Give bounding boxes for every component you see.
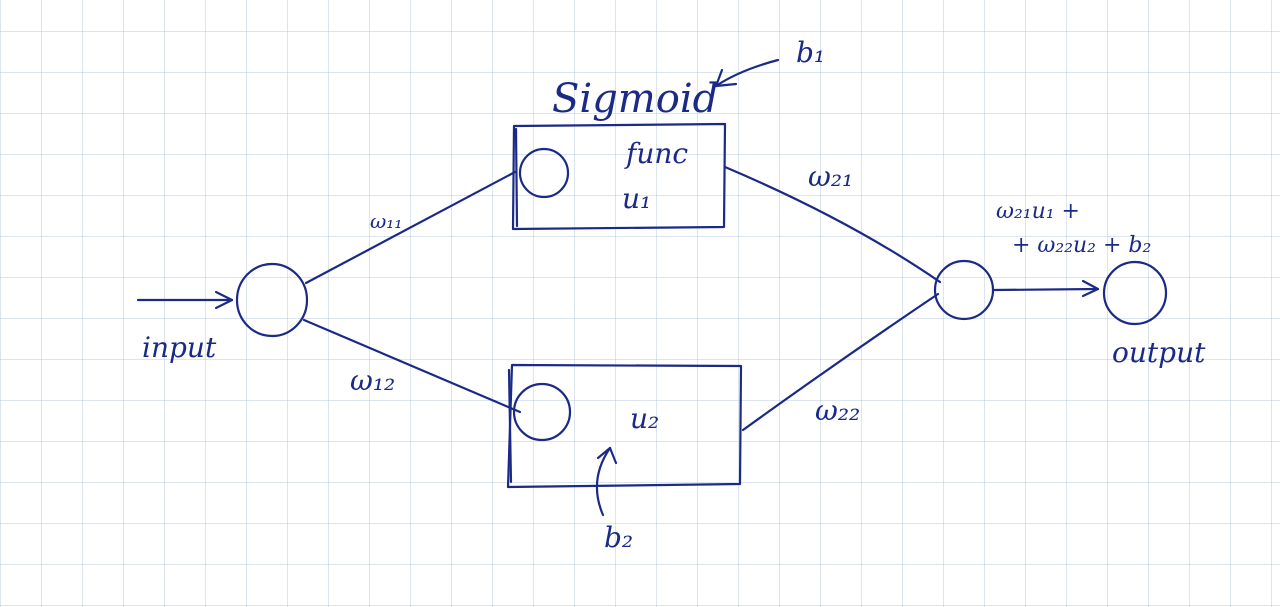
hidden-unit-2-node	[512, 382, 572, 442]
w22-label: ω₂₂	[815, 394, 860, 427]
edge-w21	[723, 165, 942, 284]
edge-w22	[741, 292, 940, 432]
b2-arrow	[595, 446, 618, 517]
hidden-unit-1-node	[518, 147, 570, 199]
input-node	[235, 262, 309, 338]
hidden-unit-1-box	[511, 122, 727, 231]
w21-label: ω₂₁	[808, 160, 853, 193]
sigmoid-label: Sigmoid	[552, 76, 718, 122]
formula-line-2: + ω₂₂u₂ + b₂	[1012, 233, 1151, 258]
formula-line-1: ω₂₁u₁ +	[996, 199, 1080, 224]
output-arrow	[992, 279, 1100, 298]
edge-w11	[304, 170, 517, 285]
func-label: func	[624, 137, 688, 170]
hidden-unit-2-box	[506, 363, 743, 489]
u2-label: u₂	[630, 402, 659, 435]
output-node	[1102, 260, 1168, 326]
input-label: input	[142, 331, 217, 364]
u1-label: u₁	[622, 182, 651, 215]
b1-label: b₁	[796, 36, 825, 69]
output-label: output	[1112, 336, 1206, 369]
b2-label: b₂	[604, 521, 633, 554]
input-arrow	[136, 290, 234, 310]
edge-w12	[302, 318, 522, 414]
w12-label: ω₁₂	[350, 364, 395, 397]
w11-label: ω₁₁	[370, 209, 402, 233]
b1-arrow	[714, 58, 780, 88]
